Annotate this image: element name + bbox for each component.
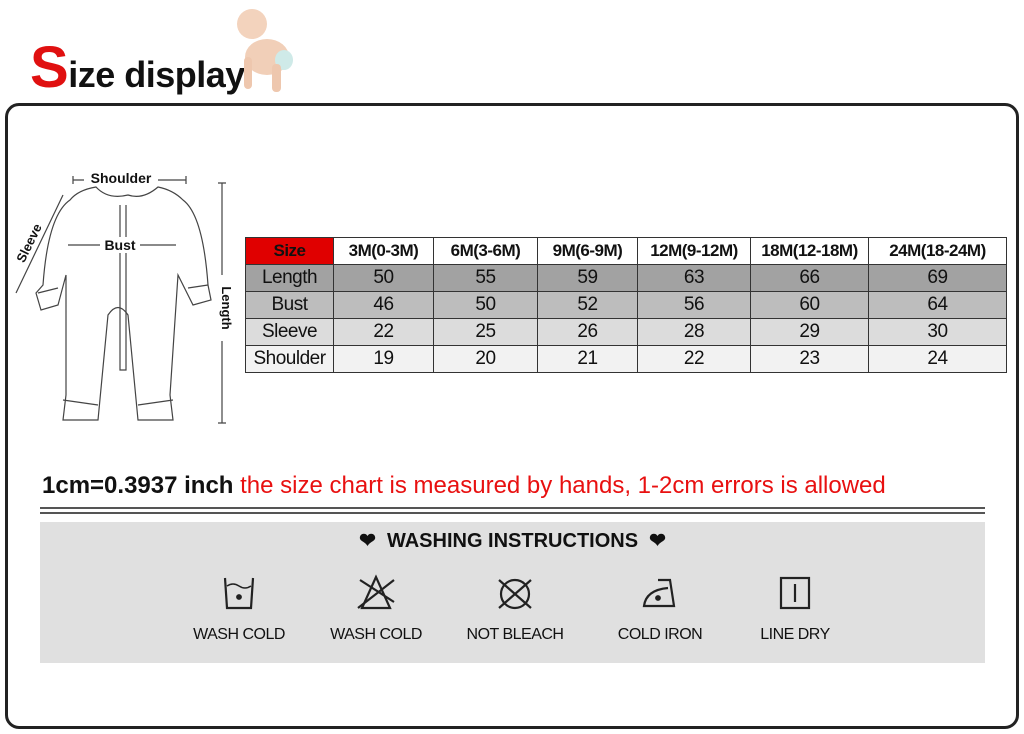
washing-title: ❤ WASHING INSTRUCTIONS ❤ [359, 530, 666, 552]
length-label: Length [219, 286, 234, 329]
table-cell: 25 [433, 318, 538, 346]
table-cell: 30 [868, 318, 1007, 346]
divider [40, 507, 985, 509]
column-header: 6M(3-6M) [433, 237, 538, 265]
care-item: WASH COLD [174, 572, 304, 644]
table-cell: 29 [750, 318, 869, 346]
row-label: Shoulder [245, 345, 334, 373]
table-cell: 46 [333, 291, 434, 319]
table-cell: 63 [637, 264, 751, 292]
table-cell: 56 [637, 291, 751, 319]
care-label: COLD IRON [617, 626, 703, 643]
iron-icon [642, 578, 676, 608]
table-row: Sleeve 22 25 26 28 29 30 [245, 318, 1007, 346]
table-cell: 22 [333, 318, 434, 346]
line-dry-icon [779, 576, 811, 610]
row-label: Bust [245, 291, 334, 319]
divider [40, 512, 985, 514]
care-label: WASH COLD [330, 626, 422, 643]
romper-diagram: Shoulder Bust Sleeve Length [13, 170, 234, 424]
conversion-text: 1cm=0.3937 inch [42, 472, 234, 499]
row-label: Length [245, 264, 334, 292]
size-table: Size 3M(0-3M) 6M(3-6M) 9M(6-9M) 12M(9-12… [245, 237, 1007, 373]
wash-cold-icon [223, 577, 255, 610]
table-cell: 52 [537, 291, 638, 319]
care-label: WASH COLD [193, 626, 285, 643]
table-cell: 28 [637, 318, 751, 346]
table-row: Bust 46 50 52 56 60 64 [245, 291, 1007, 319]
column-header: 9M(6-9M) [537, 237, 638, 265]
washing-instructions-panel: ❤ WASHING INSTRUCTIONS ❤ WASH COLD WASH … [40, 522, 985, 663]
table-cell: 59 [537, 264, 638, 292]
table-cell: 20 [433, 345, 538, 373]
care-label: NOT BLEACH [466, 626, 564, 643]
bust-label: Bust [104, 237, 135, 253]
table-header-row: Size 3M(0-3M) 6M(3-6M) 9M(6-9M) 12M(9-12… [245, 237, 1007, 265]
page-title: Size display [30, 39, 245, 97]
column-header: 18M(12-18M) [750, 237, 869, 265]
column-header: 12M(9-12M) [637, 237, 751, 265]
row-label: Sleeve [245, 318, 334, 346]
care-label: LINE DRY [760, 626, 830, 643]
table-cell: 21 [537, 345, 638, 373]
title-initial: S [30, 35, 69, 100]
table-cell: 24 [868, 345, 1007, 373]
table-cell: 19 [333, 345, 434, 373]
table-row: Length 50 55 59 63 66 69 [245, 264, 1007, 292]
care-item: NOT BLEACH [450, 572, 580, 644]
disclaimer-text: the size chart is measured by hands, 1-2… [240, 472, 886, 499]
care-item: LINE DRY [730, 572, 860, 644]
table-cell: 23 [750, 345, 869, 373]
no-bleach-triangle-icon [357, 574, 395, 610]
table-cell: 26 [537, 318, 638, 346]
table-cell: 69 [868, 264, 1007, 292]
table-cell: 60 [750, 291, 869, 319]
table-cell: 22 [637, 345, 751, 373]
table-cell: 50 [433, 291, 538, 319]
table-cell: 50 [333, 264, 434, 292]
column-header: 3M(0-3M) [333, 237, 434, 265]
table-cell: 64 [868, 291, 1007, 319]
size-header: Size [245, 237, 334, 265]
title-rest: ize display [68, 54, 245, 95]
care-item: WASH COLD [311, 572, 441, 644]
washing-title-text: WASHING INSTRUCTIONS [386, 530, 639, 552]
table-cell: 55 [433, 264, 538, 292]
size-note: 1cm=0.3937 inch the size chart is measur… [42, 472, 886, 500]
care-item: COLD IRON [595, 572, 725, 644]
column-header: 24M(18-24M) [868, 237, 1007, 265]
baby-image [237, 9, 293, 92]
no-dry-clean-icon [498, 578, 532, 610]
shoulder-label: Shoulder [91, 170, 152, 186]
table-row: Shoulder 19 20 21 22 23 24 [245, 345, 1007, 373]
table-cell: 66 [750, 264, 869, 292]
size-frame [5, 103, 1019, 729]
